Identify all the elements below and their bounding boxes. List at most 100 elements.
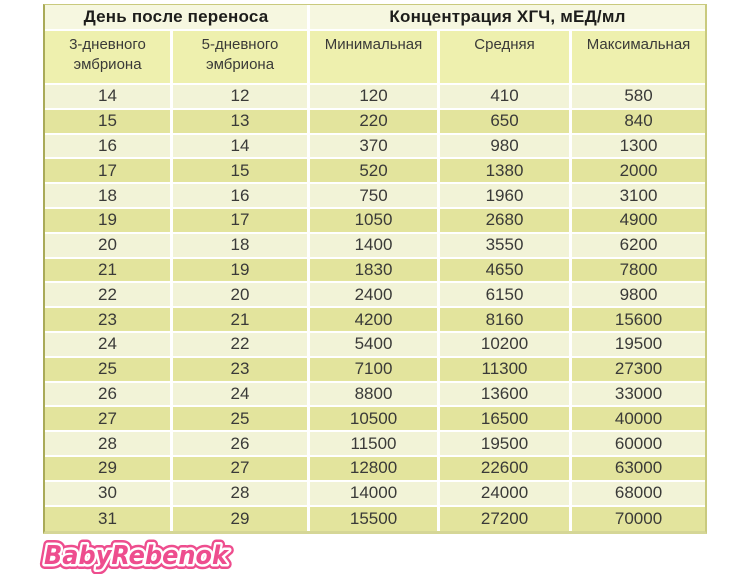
- table-cell: 3100: [572, 184, 706, 209]
- table-cell: 15: [173, 159, 311, 185]
- table-cell: 11500: [310, 432, 441, 457]
- table-cell: 19500: [572, 332, 706, 358]
- header-day-after-transfer: День после переноса: [45, 5, 311, 31]
- table-cell: 23: [173, 357, 311, 383]
- table-cell: 27200: [440, 506, 573, 532]
- header-hcg-concentration: Концентрация ХГЧ, мЕД/мл: [310, 5, 706, 31]
- table-cell: 1050: [310, 208, 441, 234]
- table-cell: 370: [310, 134, 441, 160]
- table-row: 29 27 12800 22600 63000: [45, 456, 706, 482]
- table-cell: 70000: [572, 506, 706, 532]
- table-cell: 1830: [310, 258, 441, 284]
- table-cell: 1960: [440, 184, 573, 209]
- table-cell: 20: [45, 233, 173, 259]
- table-cell: 17: [173, 208, 311, 234]
- table-cell: 5400: [310, 332, 441, 358]
- table-cell: 60000: [572, 432, 706, 457]
- table-cell: 25: [45, 357, 173, 383]
- table-cell: 14000: [310, 481, 441, 507]
- col-header-3-day-embryo: 3-дневного эмбриона: [45, 31, 173, 85]
- table-cell: 16: [45, 134, 173, 160]
- table-row: 25 23 7100 11300 27300: [45, 357, 706, 383]
- table-cell: 27: [45, 407, 173, 433]
- hcg-table-wrapper: День после переноса Концентрация ХГЧ, мЕ…: [43, 4, 708, 535]
- table-row: 27 25 10500 16500 40000: [45, 407, 706, 433]
- table-cell: 27300: [572, 357, 706, 383]
- table-row: 23 21 4200 8160 15600: [45, 308, 706, 333]
- table-cell: 15: [45, 109, 173, 135]
- table-cell: 19500: [440, 432, 573, 457]
- col-header-minimum: Минимальная: [310, 31, 441, 85]
- table-cell: 19: [173, 258, 311, 284]
- table-cell: 650: [440, 109, 573, 135]
- table-cell: 22: [173, 332, 311, 358]
- table-cell: 28: [173, 481, 311, 507]
- logo-text: BabyRebenok: [44, 541, 230, 571]
- table-cell: 750: [310, 184, 441, 209]
- table-cell: 28: [45, 432, 173, 457]
- table-cell: 840: [572, 109, 706, 135]
- table-cell: 6200: [572, 233, 706, 259]
- table-cell: 21: [173, 308, 311, 333]
- table-cell: 2680: [440, 208, 573, 234]
- table-cell: 7100: [310, 357, 441, 383]
- table-cell: 3550: [440, 233, 573, 259]
- table-row: 30 28 14000 24000 68000: [45, 481, 706, 507]
- table-row: 24 22 5400 10200 19500: [45, 332, 706, 358]
- table-cell: 24: [173, 382, 311, 408]
- table-body: 14 12 120 410 580 15 13 220 650 840 16 14 370 980 1300…: [45, 85, 706, 532]
- table-cell: 68000: [572, 481, 706, 507]
- table-cell: 7800: [572, 258, 706, 284]
- table-cell: 410: [440, 85, 573, 110]
- table-cell: 20: [173, 283, 311, 309]
- table-cell: 21: [45, 258, 173, 284]
- table-cell: 19: [45, 208, 173, 234]
- table-cell: 980: [440, 134, 573, 160]
- table-cell: 2400: [310, 283, 441, 309]
- table-row: 17 15 520 1380 2000: [45, 159, 706, 185]
- table-cell: 22: [45, 283, 173, 309]
- table-cell: 12800: [310, 456, 441, 482]
- babyrebenok-logo-svg: BabyRebenok BabyRebenok BabyRebenok: [39, 536, 235, 574]
- table-cell: 13: [173, 109, 311, 135]
- table-row: 20 18 1400 3550 6200: [45, 233, 706, 259]
- table-cell: 29: [173, 506, 311, 532]
- table-cell: 6150: [440, 283, 573, 309]
- table-cell: 24000: [440, 481, 573, 507]
- table-cell: 4650: [440, 258, 573, 284]
- col-header-average: Средняя: [440, 31, 573, 85]
- table-row: 28 26 11500 19500 60000: [45, 432, 706, 457]
- table-cell: 120: [310, 85, 441, 110]
- header-group-row: День после переноса Концентрация ХГЧ, мЕ…: [45, 5, 706, 31]
- col-header-5-day-embryo: 5-дневного эмбриона: [173, 31, 311, 85]
- table-cell: 520: [310, 159, 441, 185]
- table-cell: 30: [45, 481, 173, 507]
- table-cell: 4200: [310, 308, 441, 333]
- table-cell: 27: [173, 456, 311, 482]
- table-cell: 31: [45, 506, 173, 532]
- table-cell: 26: [173, 432, 311, 457]
- table-row: 19 17 1050 2680 4900: [45, 208, 706, 234]
- table-cell: 14: [45, 85, 173, 110]
- table-cell: 1400: [310, 233, 441, 259]
- table-cell: 33000: [572, 382, 706, 408]
- table-cell: 24: [45, 332, 173, 358]
- table-cell: 29: [45, 456, 173, 482]
- table-cell: 2000: [572, 159, 706, 185]
- table-cell: 1300: [572, 134, 706, 160]
- table-cell: 22600: [440, 456, 573, 482]
- table-cell: 15500: [310, 506, 441, 532]
- table-cell: 4900: [572, 208, 706, 234]
- table-cell: 12: [173, 85, 311, 110]
- table-cell: 63000: [572, 456, 706, 482]
- table-cell: 10200: [440, 332, 573, 358]
- table-row: 16 14 370 980 1300: [45, 134, 706, 160]
- table-cell: 15600: [572, 308, 706, 333]
- table-cell: 8160: [440, 308, 573, 333]
- subheader-row: 3-дневного эмбриона 5-дневного эмбриона …: [45, 31, 706, 85]
- table-header: День после переноса Концентрация ХГЧ, мЕ…: [45, 5, 706, 85]
- table-cell: 25: [173, 407, 311, 433]
- table-cell: 8800: [310, 382, 441, 408]
- table-row: 31 29 15500 27200 70000: [45, 506, 706, 532]
- table-row: 26 24 8800 13600 33000: [45, 382, 706, 408]
